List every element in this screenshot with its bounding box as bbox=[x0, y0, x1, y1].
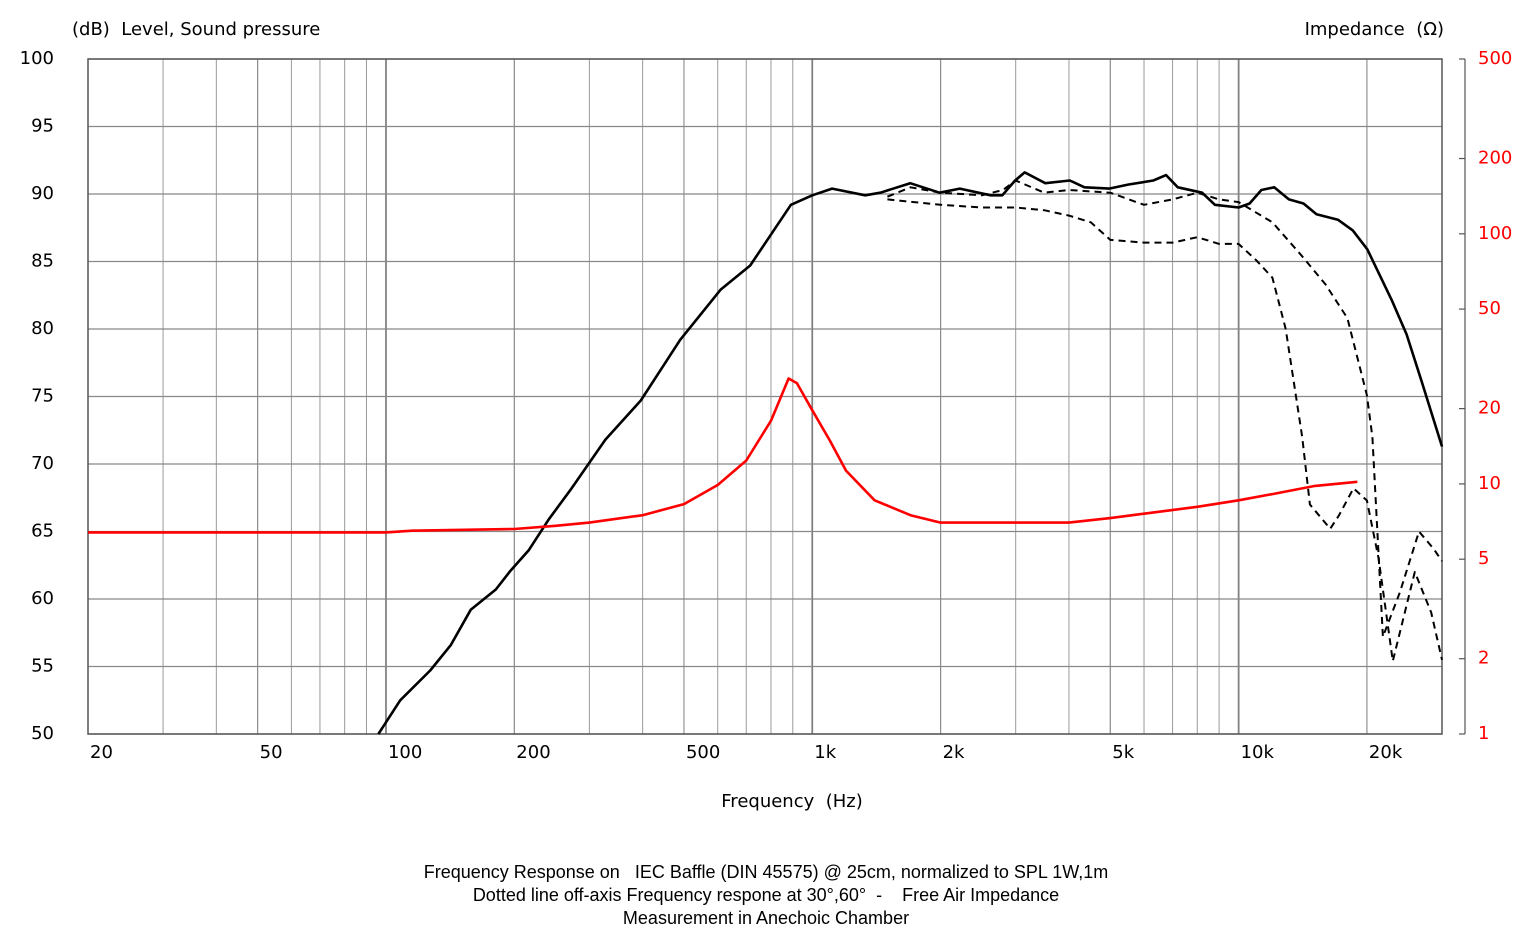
x-tick-label: 2k bbox=[943, 742, 965, 763]
x-tick-label: 5k bbox=[1112, 742, 1134, 763]
x-tick-label: 500 bbox=[686, 742, 720, 763]
y2-tick-label: 500 bbox=[1478, 48, 1512, 69]
y2-tick-label: 50 bbox=[1478, 298, 1501, 319]
y2-tick-label: 10 bbox=[1478, 473, 1501, 494]
y2-tick-label: 200 bbox=[1478, 148, 1512, 169]
plot-frame bbox=[87, 58, 1443, 735]
caption: Frequency Response on IEC Baffle (DIN 45… bbox=[424, 862, 1109, 882]
y2-tick-label: 2 bbox=[1478, 648, 1489, 669]
y-tick-label: 85 bbox=[31, 251, 54, 272]
y2-axis-title: Impedance (Ω) bbox=[1305, 19, 1444, 40]
y-tick-label: 55 bbox=[31, 656, 54, 677]
y-tick-label: 80 bbox=[31, 318, 54, 339]
y-tick-label: 50 bbox=[31, 723, 54, 744]
caption: Dotted line off-axis Frequency respone a… bbox=[473, 885, 1059, 905]
y-tick-label: 95 bbox=[31, 116, 54, 137]
x-tick-label: 100 bbox=[388, 742, 422, 763]
caption: Measurement in Anechoic Chamber bbox=[623, 908, 909, 928]
x-tick-label: 10k bbox=[1241, 742, 1275, 763]
y-axis-title: (dB) Level, Sound pressure bbox=[72, 19, 320, 40]
y2-tick-label: 100 bbox=[1478, 223, 1512, 244]
impedance-line bbox=[88, 377, 1358, 534]
y2-tick-label: 20 bbox=[1478, 398, 1501, 419]
y2-tick-label: 1 bbox=[1478, 723, 1489, 744]
x-axis-title: Frequency (Hz) bbox=[721, 791, 862, 812]
y-tick-label: 70 bbox=[31, 453, 54, 474]
y-tick-label: 60 bbox=[31, 588, 54, 609]
x-tick-label: 200 bbox=[516, 742, 550, 763]
x-tick-label: 50 bbox=[260, 742, 283, 763]
spl-line bbox=[887, 198, 1443, 663]
y-tick-label: 100 bbox=[20, 48, 54, 69]
x-tick-label: 20 bbox=[90, 742, 113, 763]
x-tick-label: 1k bbox=[814, 742, 836, 763]
x-tick-label: 20k bbox=[1369, 742, 1403, 763]
y-tick-label: 65 bbox=[31, 521, 54, 542]
y2-tick-label: 5 bbox=[1478, 548, 1489, 569]
y-tick-label: 75 bbox=[31, 386, 54, 407]
y-tick-label: 90 bbox=[31, 183, 54, 204]
